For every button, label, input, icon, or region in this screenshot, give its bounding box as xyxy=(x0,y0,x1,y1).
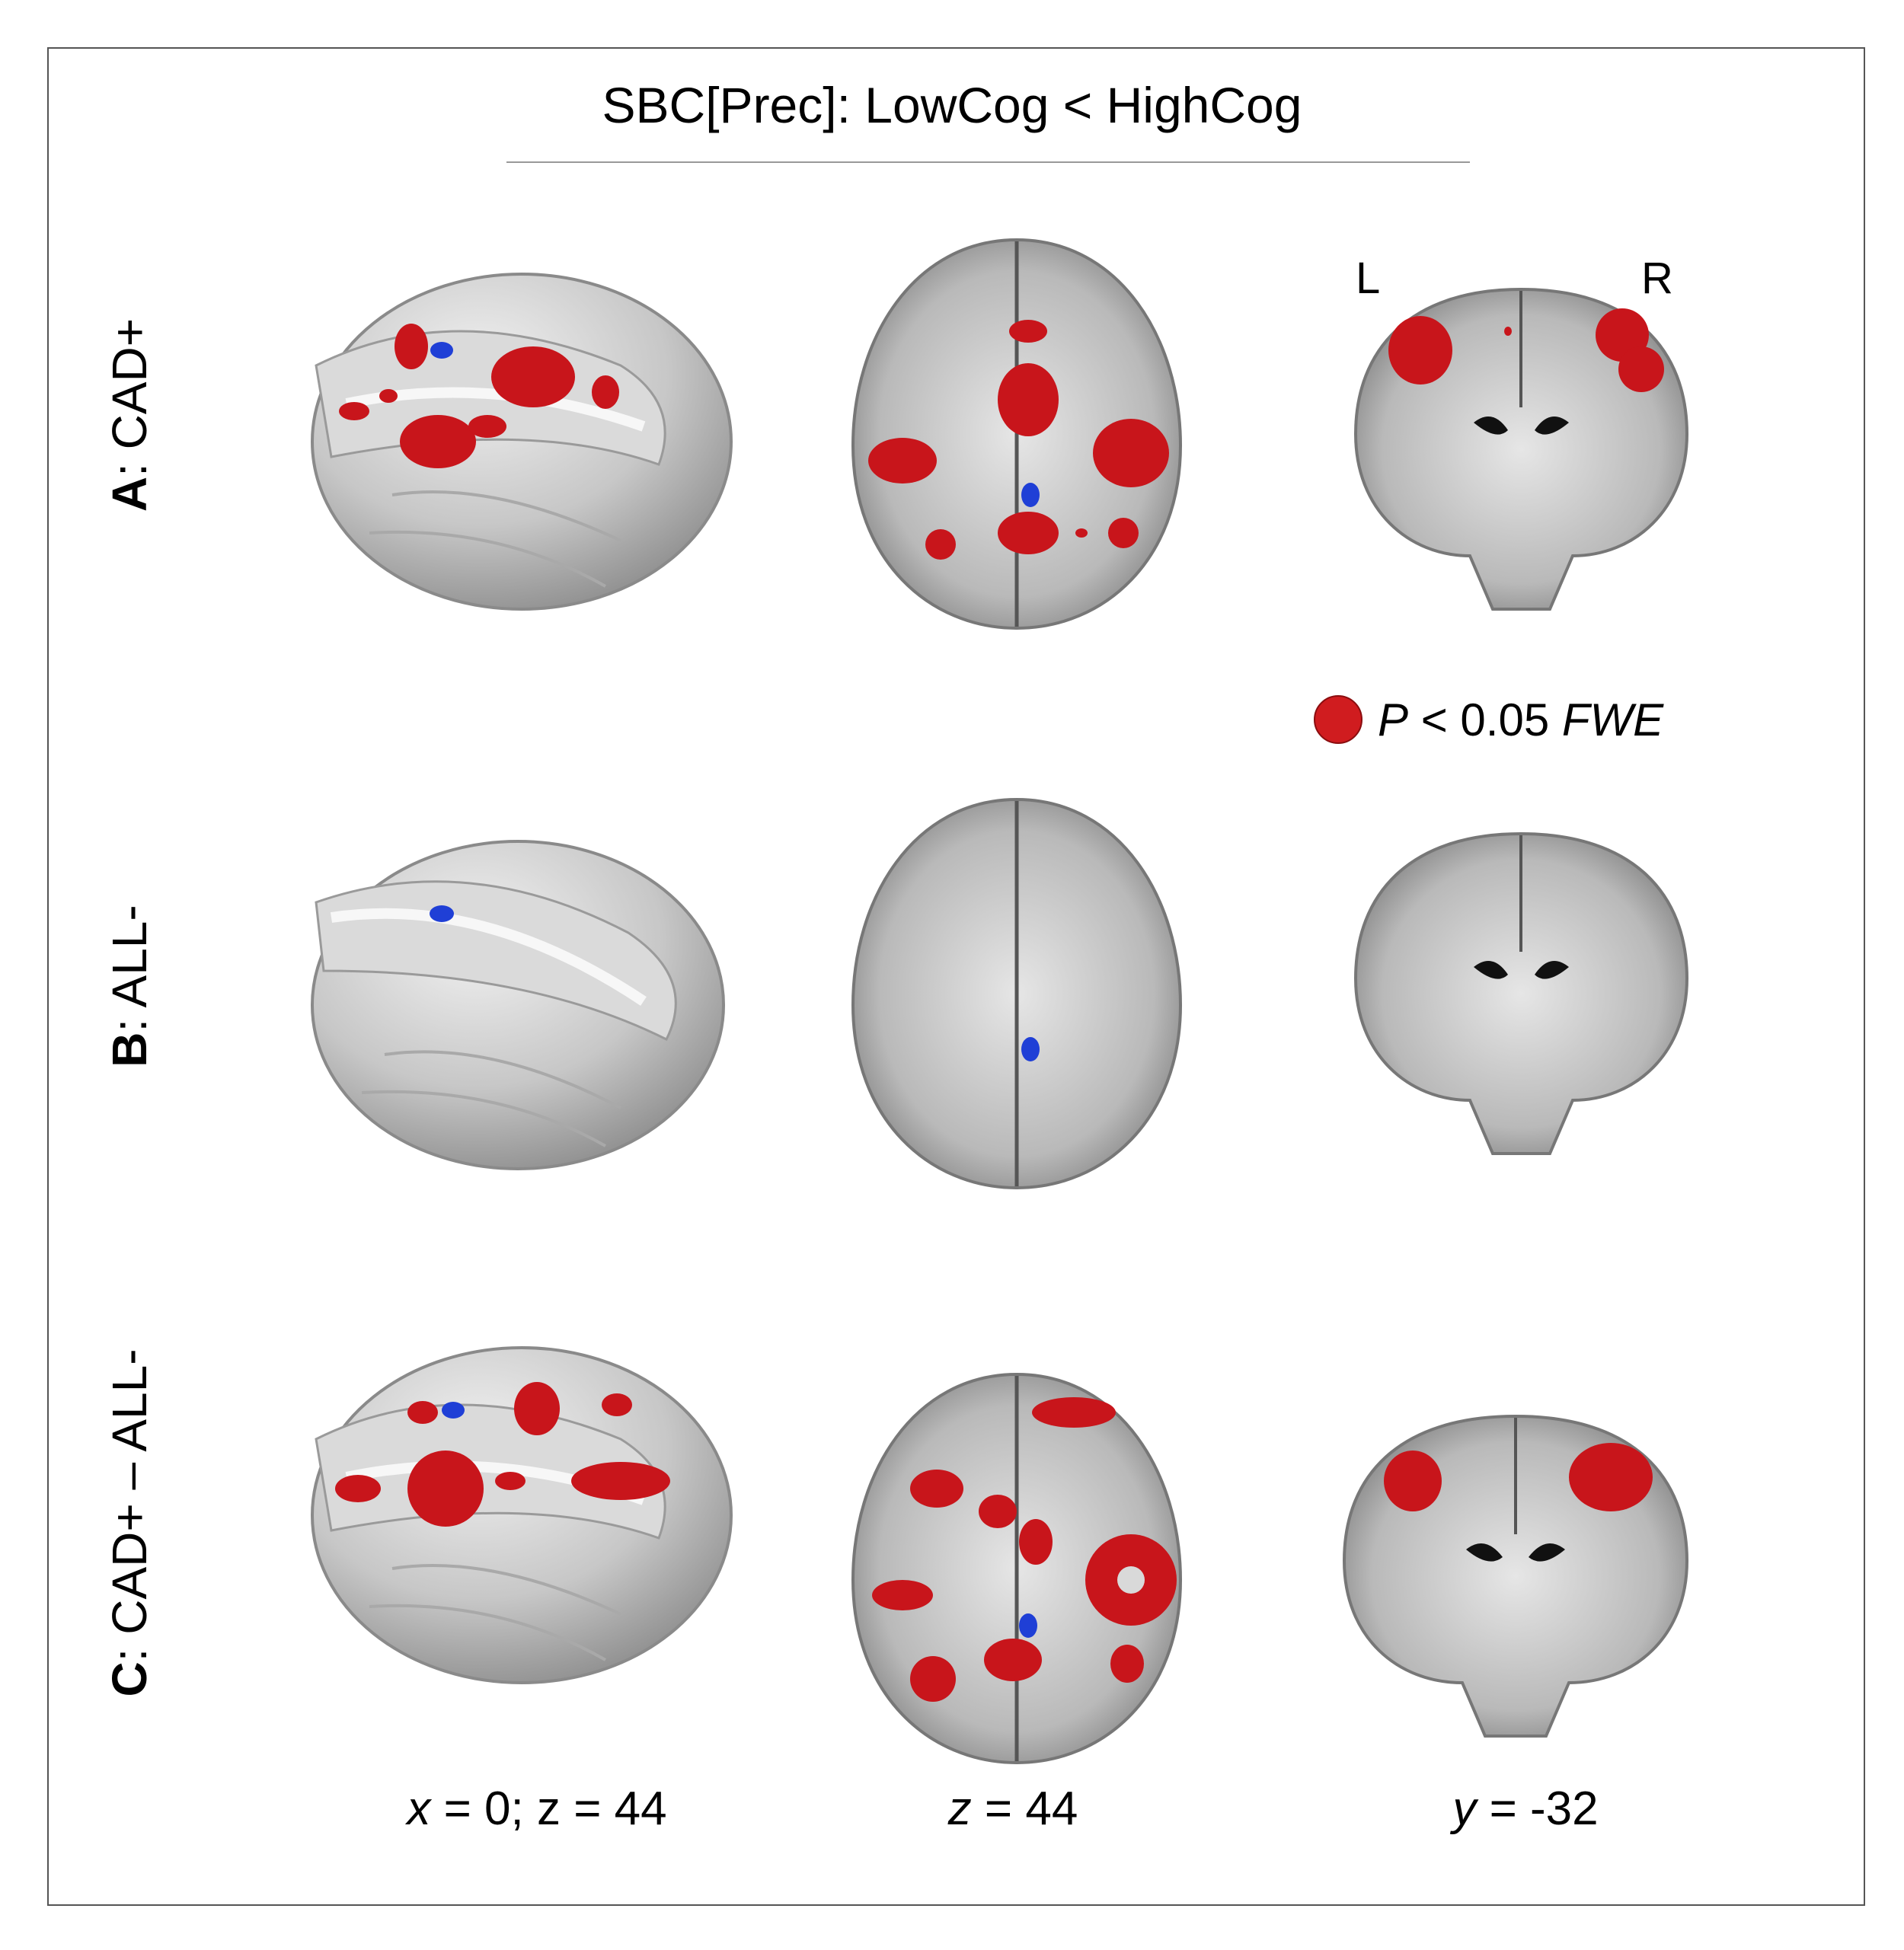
coordinate-axis-axial: z xyxy=(947,1782,972,1835)
activation-clusters-3d-a xyxy=(339,324,619,468)
row-letter-c: C xyxy=(102,1661,157,1697)
legend-text: P < 0.05 FWE xyxy=(1378,694,1663,746)
deactivation-cluster-3d-c xyxy=(442,1402,465,1419)
row-text-b: : ALL- xyxy=(102,905,157,1032)
brain-coronal-view-b xyxy=(1353,831,1689,1155)
brain-coronal-view-c xyxy=(1342,1414,1689,1738)
coordinate-text-coronal: = -32 xyxy=(1476,1782,1599,1835)
row-text-a: : CAD+ xyxy=(102,318,157,477)
legend-threshold: < 0.05 xyxy=(1408,694,1562,745)
legend-p-symbol: P xyxy=(1378,694,1409,745)
activation-clusters-axial-a xyxy=(868,320,1169,560)
title-divider xyxy=(506,161,1470,163)
coordinate-axis-3d: x xyxy=(407,1782,431,1835)
deactivation-cluster-axial-a xyxy=(1021,483,1040,507)
row-label-a: A: CAD+ xyxy=(101,318,158,512)
activation-clusters-coronal-c xyxy=(1384,1443,1653,1511)
brain-axial-view-a xyxy=(851,238,1183,630)
deactivation-cluster-axial-c xyxy=(1019,1613,1037,1638)
deactivation-cluster-axial-b xyxy=(1021,1037,1040,1061)
figure-frame xyxy=(47,47,1865,1906)
coordinate-text-axial: = 44 xyxy=(971,1782,1078,1835)
legend: P < 0.05 FWE xyxy=(1314,693,1663,746)
brain-3d-view-b xyxy=(311,840,725,1170)
brain-axial-view-b xyxy=(851,797,1183,1190)
brain-coronal-view-a xyxy=(1353,287,1689,611)
activation-clusters-3d-c xyxy=(335,1382,670,1527)
row-label-b: B: ALL- xyxy=(101,905,158,1067)
coordinate-caption-coronal: y = -32 xyxy=(1452,1782,1598,1836)
row-text-c: : CAD+ – ALL- xyxy=(102,1348,157,1662)
brain-3d-view-c xyxy=(311,1346,733,1684)
coordinate-caption-axial: z = 44 xyxy=(948,1782,1078,1836)
coordinate-caption-3d: x = 0; z = 44 xyxy=(407,1782,666,1836)
orientation-right-label: R xyxy=(1641,254,1673,303)
coordinate-axis-coronal: y xyxy=(1452,1782,1477,1835)
legend-correction: FWE xyxy=(1561,694,1664,745)
deactivation-cluster-3d-b xyxy=(430,905,454,922)
brain-axial-view-c xyxy=(851,1372,1183,1765)
row-letter-b: B xyxy=(102,1032,157,1068)
row-label-c: C: CAD+ – ALL- xyxy=(101,1348,158,1696)
orientation-left-label: L xyxy=(1356,254,1381,303)
deactivation-cluster-3d-a xyxy=(430,342,453,359)
activation-clusters-coronal-a xyxy=(1388,308,1664,392)
legend-marker xyxy=(1314,695,1363,744)
coordinate-text-3d: = 0; z = 44 xyxy=(430,1782,667,1835)
row-letter-a: A xyxy=(102,476,157,512)
figure-title: SBC[Prec]: LowCog < HighCog xyxy=(602,77,1302,133)
brain-3d-view-a xyxy=(311,273,733,611)
